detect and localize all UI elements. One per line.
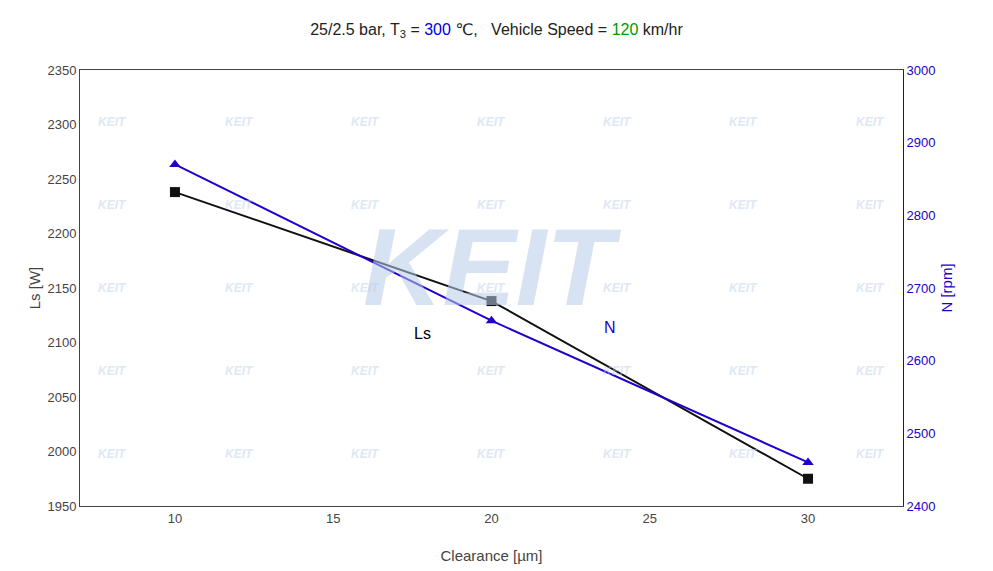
svg-text:KEIT: KEIT xyxy=(351,281,380,295)
svg-text:2300: 2300 xyxy=(47,117,76,132)
svg-text:2500: 2500 xyxy=(907,426,936,441)
svg-text:N [rpm]: N [rpm] xyxy=(938,263,955,312)
svg-text:KEIT: KEIT xyxy=(603,198,632,212)
svg-text:KEIT: KEIT xyxy=(856,115,885,129)
svg-text:2800: 2800 xyxy=(907,208,936,223)
svg-text:KEIT: KEIT xyxy=(603,447,632,461)
svg-text:KEIT: KEIT xyxy=(729,115,758,129)
svg-text:3000: 3000 xyxy=(907,63,936,78)
svg-text:2400: 2400 xyxy=(907,499,936,514)
svg-text:KEIT: KEIT xyxy=(729,281,758,295)
svg-text:KEIT: KEIT xyxy=(477,115,506,129)
svg-text:2050: 2050 xyxy=(47,390,76,405)
svg-text:KEIT: KEIT xyxy=(98,198,127,212)
svg-text:20: 20 xyxy=(484,511,498,526)
svg-text:KEIT: KEIT xyxy=(856,281,885,295)
svg-text:Ls: Ls xyxy=(414,325,431,342)
svg-text:KEIT: KEIT xyxy=(225,198,254,212)
svg-text:Clearance [µm]: Clearance [µm] xyxy=(440,547,542,564)
svg-text:KEIT: KEIT xyxy=(603,364,632,378)
svg-text:KEIT: KEIT xyxy=(351,364,380,378)
svg-text:2600: 2600 xyxy=(907,353,936,368)
svg-text:KEIT: KEIT xyxy=(225,115,254,129)
svg-text:KEIT: KEIT xyxy=(225,281,254,295)
svg-text:KEIT: KEIT xyxy=(856,447,885,461)
svg-text:KEIT: KEIT xyxy=(98,447,127,461)
svg-text:KEIT: KEIT xyxy=(98,364,127,378)
svg-text:1950: 1950 xyxy=(47,499,76,514)
svg-text:KEIT: KEIT xyxy=(225,364,254,378)
svg-text:KEIT: KEIT xyxy=(477,364,506,378)
svg-text:KEIT: KEIT xyxy=(477,281,506,295)
svg-text:2000: 2000 xyxy=(47,444,76,459)
svg-text:KEIT: KEIT xyxy=(477,198,506,212)
svg-text:15: 15 xyxy=(326,511,340,526)
svg-text:KEIT: KEIT xyxy=(363,205,621,328)
svg-text:2350: 2350 xyxy=(47,63,76,78)
svg-text:Ls [W]: Ls [W] xyxy=(26,267,43,310)
svg-text:KEIT: KEIT xyxy=(856,364,885,378)
svg-text:10: 10 xyxy=(168,511,182,526)
svg-text:25: 25 xyxy=(643,511,657,526)
svg-text:N: N xyxy=(604,319,616,336)
svg-text:KEIT: KEIT xyxy=(856,198,885,212)
svg-text:KEIT: KEIT xyxy=(603,281,632,295)
svg-text:KEIT: KEIT xyxy=(603,115,632,129)
svg-text:KEIT: KEIT xyxy=(98,281,127,295)
svg-text:KEIT: KEIT xyxy=(98,115,127,129)
svg-text:25/2.5 bar, T​3​ = 300 ℃, Ve: 25/2.5 bar, T​3​ = 300 ℃, Vehicle Speed … xyxy=(310,21,683,40)
svg-text:2100: 2100 xyxy=(47,335,76,350)
svg-text:KEIT: KEIT xyxy=(729,447,758,461)
svg-text:KEIT: KEIT xyxy=(351,115,380,129)
svg-text:2200: 2200 xyxy=(47,226,76,241)
svg-text:2900: 2900 xyxy=(907,135,936,150)
svg-text:KEIT: KEIT xyxy=(351,447,380,461)
svg-text:2700: 2700 xyxy=(907,281,936,296)
svg-text:KEIT: KEIT xyxy=(351,198,380,212)
svg-text:30: 30 xyxy=(801,511,815,526)
svg-text:KEIT: KEIT xyxy=(729,198,758,212)
svg-text:2150: 2150 xyxy=(47,281,76,296)
svg-text:KEIT: KEIT xyxy=(225,447,254,461)
svg-text:2250: 2250 xyxy=(47,172,76,187)
svg-text:KEIT: KEIT xyxy=(477,447,506,461)
svg-text:KEIT: KEIT xyxy=(729,364,758,378)
